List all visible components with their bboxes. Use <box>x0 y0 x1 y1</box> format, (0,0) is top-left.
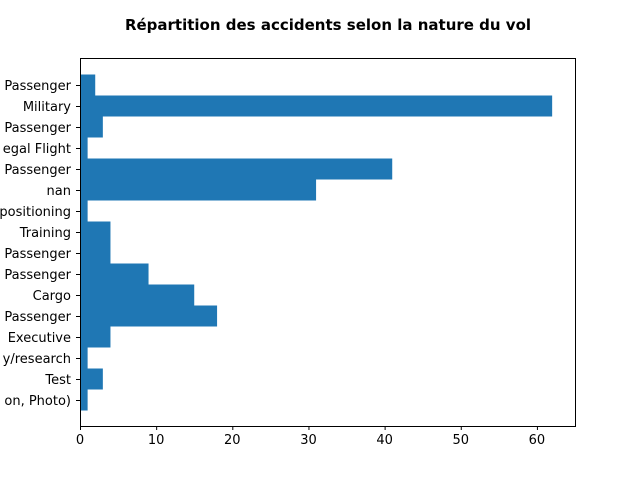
bar-12 <box>80 326 111 348</box>
plot-frame <box>80 58 576 427</box>
bar-14 <box>80 368 103 390</box>
chart-title: Répartition des accidents selon la natur… <box>125 16 531 34</box>
y-tick-label: Test <box>44 373 71 388</box>
bars-group <box>80 74 553 411</box>
x-tick-label: 30 <box>300 433 317 448</box>
y-tick-label: Training <box>19 226 71 241</box>
y-tick-label: Passenger <box>4 268 71 283</box>
y-tick-label: Passenger <box>4 121 71 136</box>
y-tick-label: Passenger <box>4 247 71 262</box>
x-axis: 0 10 20 30 40 50 60 <box>76 426 545 448</box>
x-tick-label: 10 <box>148 433 165 448</box>
bar-4 <box>80 158 393 180</box>
y-tick-label: Passenger <box>4 79 71 94</box>
y-axis: Passenger Military Passenger egal Flight Pas… <box>0 79 80 409</box>
y-tick-label: Passenger <box>4 310 71 325</box>
y-tick-label: Cargo <box>33 289 71 304</box>
bar-13 <box>80 347 88 369</box>
bar-3 <box>80 137 88 159</box>
y-tick-label: egal Flight <box>3 142 71 157</box>
bar-11 <box>80 305 218 327</box>
bar-9 <box>80 263 149 285</box>
x-tick-label: 20 <box>224 433 241 448</box>
bar-10 <box>80 284 195 306</box>
y-tick-label: Passenger <box>4 163 71 178</box>
bar-8 <box>80 242 111 264</box>
bar-15 <box>80 389 88 411</box>
y-tick-label: y/research <box>3 352 71 367</box>
bar-1 <box>80 95 553 117</box>
y-tick-label: nan <box>47 184 71 199</box>
bar-2 <box>80 116 103 138</box>
bar-0 <box>80 74 96 96</box>
bar-6 <box>80 200 88 222</box>
y-tick-label: on, Photo) <box>4 394 71 409</box>
x-tick-label: 60 <box>529 433 546 448</box>
bar-5 <box>80 179 317 201</box>
y-tick-label: Executive <box>8 331 71 346</box>
x-tick-label: 40 <box>376 433 393 448</box>
x-tick-label: 50 <box>452 433 469 448</box>
y-tick-label: Military <box>23 100 71 115</box>
bar-7 <box>80 221 111 243</box>
y-tick-label: positioning <box>0 205 71 220</box>
x-tick-label: 0 <box>76 433 84 448</box>
